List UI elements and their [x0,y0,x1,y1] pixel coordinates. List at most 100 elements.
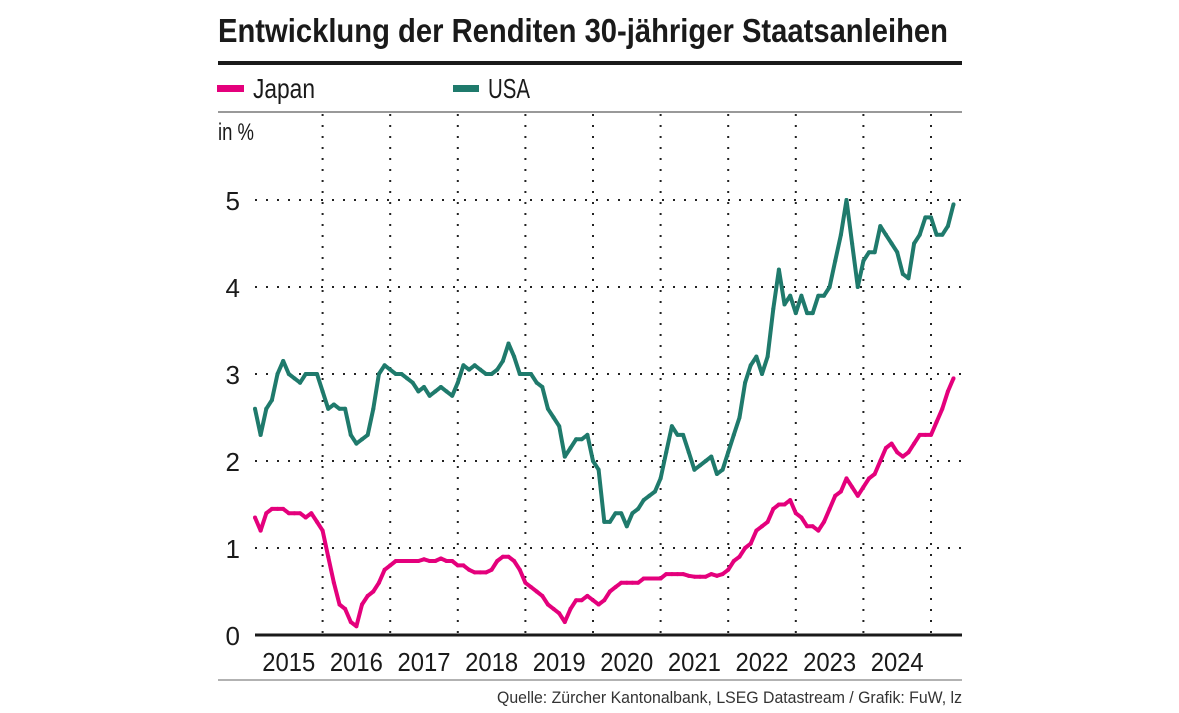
data-point-usa [940,232,945,237]
data-point-usa [298,380,303,385]
data-point-usa [765,354,770,359]
data-point-usa [371,406,376,411]
x-tick-label: 2021 [668,647,721,677]
data-point-usa [512,354,517,359]
data-point-usa [461,363,466,368]
data-point-japan [607,589,612,594]
data-point-usa [821,293,826,298]
data-point-japan [788,498,793,503]
data-point-japan [923,432,928,437]
data-point-japan [703,574,708,579]
data-point-usa [872,250,877,255]
data-point-usa [517,372,522,376]
data-point-japan [348,619,353,624]
data-point-usa [483,372,488,376]
data-point-japan [619,580,624,585]
data-point-japan [331,580,336,585]
data-point-usa [467,367,472,372]
data-point-japan [641,576,646,581]
data-point-usa [788,293,793,298]
data-point-japan [438,556,443,561]
data-point-japan [314,519,319,524]
data-point-usa [360,437,365,442]
data-point-usa [354,441,359,446]
data-point-usa [523,372,528,376]
data-point-japan [506,554,511,559]
data-point-japan [376,580,381,585]
data-point-usa [934,232,939,237]
data-point-japan [517,567,522,572]
data-point-usa [399,372,404,376]
data-point-usa [337,406,342,411]
data-point-usa [658,476,663,481]
data-point-usa [630,511,635,516]
data-point-usa [596,467,601,472]
data-point-japan [320,528,325,533]
x-tick-label: 2015 [262,647,315,677]
data-point-usa [264,406,269,411]
data-point-japan [652,576,657,581]
data-point-japan [647,576,652,581]
data-point-japan [895,450,900,455]
data-point-japan [422,557,426,562]
series-line-usa [253,198,956,529]
data-point-usa [810,311,815,316]
data-point-usa [867,250,872,255]
data-point-usa [726,450,731,455]
data-point-japan [568,606,573,611]
data-point-usa [551,415,556,420]
data-point-usa [416,389,421,394]
data-point-usa [805,311,810,316]
data-point-japan [765,519,770,524]
data-point-japan [912,441,917,446]
data-point-japan [281,506,286,511]
data-point-japan [450,559,455,564]
data-point-japan [630,580,635,585]
data-point-usa [861,258,866,263]
data-point-japan [748,541,753,546]
series-line-japan [253,377,956,629]
data-point-japan [264,511,269,516]
data-point-japan [675,572,680,577]
data-point-japan [945,389,950,394]
y-tick-label: 1 [226,534,240,564]
data-point-usa [855,285,860,289]
data-point-japan [258,528,263,533]
data-point-usa [376,372,381,376]
data-point-usa [557,424,562,429]
y-tick-labels: 0 1 2 3 4 5 [226,186,240,651]
data-point-usa [833,258,838,263]
data-point-usa [782,302,787,307]
data-point-usa [269,398,274,403]
data-point-japan [410,559,415,564]
data-point-usa [844,198,849,202]
data-point-japan [940,406,945,411]
data-point-usa [945,224,950,229]
data-point-usa [878,224,883,229]
data-point-japan [405,559,410,564]
data-point-japan [292,511,297,516]
legend: Japan USA [217,73,530,104]
data-point-usa [455,380,460,385]
data-point-japan [337,602,342,607]
data-point-usa [286,372,291,376]
data-point-japan [478,570,483,575]
legend-label-usa: USA [488,73,530,104]
data-point-usa [534,380,539,385]
data-point-usa [669,424,674,429]
x-tick-label: 2022 [736,647,789,677]
data-point-usa [929,215,933,220]
data-point-japan [286,511,291,516]
data-point-japan [743,546,748,550]
data-point-usa [799,293,804,298]
data-point-japan [714,573,719,578]
data-point-japan [427,559,432,564]
data-point-japan [636,580,641,585]
series-lines [253,198,956,629]
data-point-usa [450,393,455,398]
data-point-japan [596,602,601,607]
data-point-japan [776,502,781,507]
data-point-usa [771,306,776,311]
data-point-usa [591,459,595,463]
